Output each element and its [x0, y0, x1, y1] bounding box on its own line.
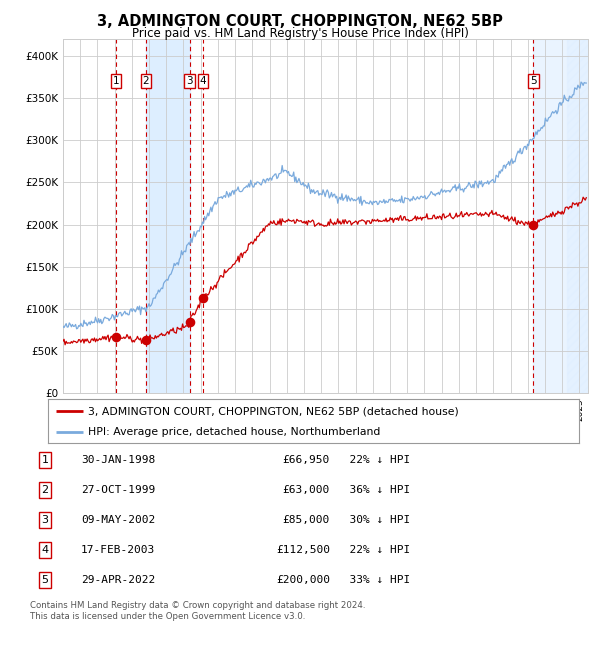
Text: Price paid vs. HM Land Registry's House Price Index (HPI): Price paid vs. HM Land Registry's House …	[131, 27, 469, 40]
Text: 2: 2	[41, 485, 49, 495]
Text: £66,950: £66,950	[283, 455, 330, 465]
Point	[529, 219, 538, 229]
Text: 22% ↓ HPI: 22% ↓ HPI	[336, 545, 410, 555]
Text: 4: 4	[41, 545, 49, 555]
Text: 33% ↓ HPI: 33% ↓ HPI	[336, 575, 410, 585]
Point	[111, 332, 121, 342]
Text: 22% ↓ HPI: 22% ↓ HPI	[336, 455, 410, 465]
Text: 27-OCT-1999: 27-OCT-1999	[81, 485, 155, 495]
Point	[198, 293, 208, 304]
Text: 3, ADMINGTON COURT, CHOPPINGTON, NE62 5BP: 3, ADMINGTON COURT, CHOPPINGTON, NE62 5B…	[97, 14, 503, 29]
Text: Contains HM Land Registry data © Crown copyright and database right 2024.
This d: Contains HM Land Registry data © Crown c…	[30, 601, 365, 621]
Text: 17-FEB-2003: 17-FEB-2003	[81, 545, 155, 555]
Text: HPI: Average price, detached house, Northumberland: HPI: Average price, detached house, Nort…	[88, 427, 380, 437]
Text: 5: 5	[41, 575, 49, 585]
Text: 29-APR-2022: 29-APR-2022	[81, 575, 155, 585]
Text: £85,000: £85,000	[283, 515, 330, 525]
Text: 1: 1	[41, 455, 49, 465]
Text: 2: 2	[143, 76, 149, 86]
Text: 5: 5	[530, 76, 537, 86]
Text: 3: 3	[187, 76, 193, 86]
Bar	[568, 39, 590, 393]
Text: £112,500: £112,500	[276, 545, 330, 555]
Text: £200,000: £200,000	[276, 575, 330, 585]
Point	[185, 317, 194, 327]
Bar	[146, 39, 190, 393]
Bar	[533, 39, 588, 393]
Text: 36% ↓ HPI: 36% ↓ HPI	[336, 485, 410, 495]
Point	[141, 335, 151, 345]
Text: 4: 4	[200, 76, 206, 86]
Text: 30-JAN-1998: 30-JAN-1998	[81, 455, 155, 465]
Text: 09-MAY-2002: 09-MAY-2002	[81, 515, 155, 525]
Text: 3: 3	[41, 515, 49, 525]
Text: 1: 1	[113, 76, 119, 86]
Text: £63,000: £63,000	[283, 485, 330, 495]
Text: 30% ↓ HPI: 30% ↓ HPI	[336, 515, 410, 525]
Text: 3, ADMINGTON COURT, CHOPPINGTON, NE62 5BP (detached house): 3, ADMINGTON COURT, CHOPPINGTON, NE62 5B…	[88, 406, 458, 416]
